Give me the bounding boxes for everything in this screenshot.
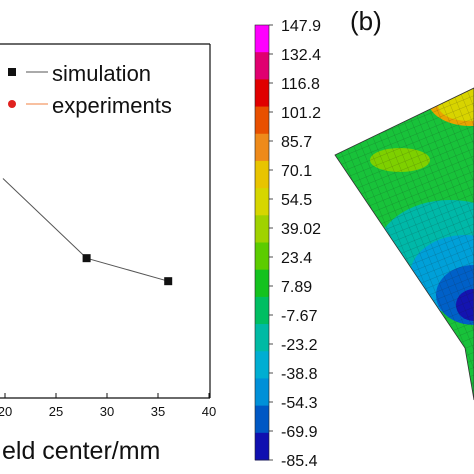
colorbar-segment — [255, 188, 269, 216]
series-line-simulation — [2, 178, 169, 282]
colorbar-label: 132.4 — [281, 47, 321, 64]
colorbar-label: 23.4 — [281, 250, 312, 267]
plot-axes — [0, 43, 211, 399]
x-tick-label: 25 — [49, 404, 63, 419]
colorbar-segment — [255, 160, 269, 189]
colorbar-label: 116.8 — [281, 76, 320, 93]
colorbar-segment — [255, 351, 269, 379]
data-point-simulation — [82, 254, 91, 263]
colorbar-label: -85.4 — [281, 453, 318, 470]
colorbar-label: 147.9 — [281, 18, 321, 35]
colorbar — [254, 24, 270, 461]
fe-plate-outline — [334, 87, 474, 401]
legend-simulation-marker — [8, 68, 16, 76]
colorbar-frame — [254, 24, 270, 461]
colorbar-segment — [255, 296, 269, 325]
colorbar-segment — [255, 52, 269, 80]
legend-experiments-marker — [8, 100, 16, 108]
legend-simulation-label: simulation — [52, 61, 151, 86]
colorbar-label: -38.8 — [281, 366, 318, 383]
colorbar-segment — [255, 215, 269, 243]
series-points — [82, 254, 173, 286]
colorbar-label: -69.9 — [281, 424, 318, 441]
x-tick-label: 30 — [100, 404, 114, 419]
data-point-simulation — [164, 277, 173, 286]
x-axis-label: eld center/mm — [2, 437, 160, 465]
colorbar-segment — [255, 25, 269, 53]
x-tick-label: 35 — [151, 404, 165, 419]
x-tick-label: 20 — [0, 404, 12, 419]
series-lines — [2, 178, 169, 282]
colorbar-label: -23.2 — [281, 337, 318, 354]
colorbar-label: 39.02 — [281, 221, 321, 238]
colorbar-label: 101.2 — [281, 105, 321, 122]
colorbar-segment — [255, 432, 269, 461]
colorbar-segment — [255, 378, 269, 407]
colorbar-label: 70.1 — [281, 163, 312, 180]
colorbar-segment — [255, 133, 269, 162]
panel-label: (b) — [350, 6, 382, 36]
colorbar-segment — [255, 405, 269, 434]
colorbar-segment — [255, 106, 269, 135]
colorbar-label: -7.67 — [281, 308, 318, 325]
colorbar-label: 85.7 — [281, 134, 312, 151]
legend-experiments-label: experiments — [52, 93, 172, 118]
contour-panel: (b) 147.9 132.4 116.8 101.2 85.7 70.1 54.5 39.0… — [254, 6, 474, 470]
colorbar-label: 7.89 — [281, 279, 312, 296]
colorbar-segment — [255, 79, 269, 108]
colorbar-segment — [255, 269, 269, 298]
colorbar-segment — [255, 324, 269, 352]
x-ticks: 20 25 30 35 40 — [0, 393, 216, 419]
legend: simulation experiments — [8, 61, 172, 118]
fe-plate — [335, 88, 474, 400]
colorbar-segment — [255, 242, 269, 271]
colorbar-label: 54.5 — [281, 192, 312, 209]
x-tick-label: 40 — [202, 404, 216, 419]
colorbar-labels: 147.9 132.4 116.8 101.2 85.7 70.1 54.5 39.02 23.… — [269, 18, 321, 470]
line-chart-panel: 20 25 30 35 40 eld center/mm simulation expe… — [0, 43, 216, 465]
colorbar-label: -54.3 — [281, 395, 318, 412]
